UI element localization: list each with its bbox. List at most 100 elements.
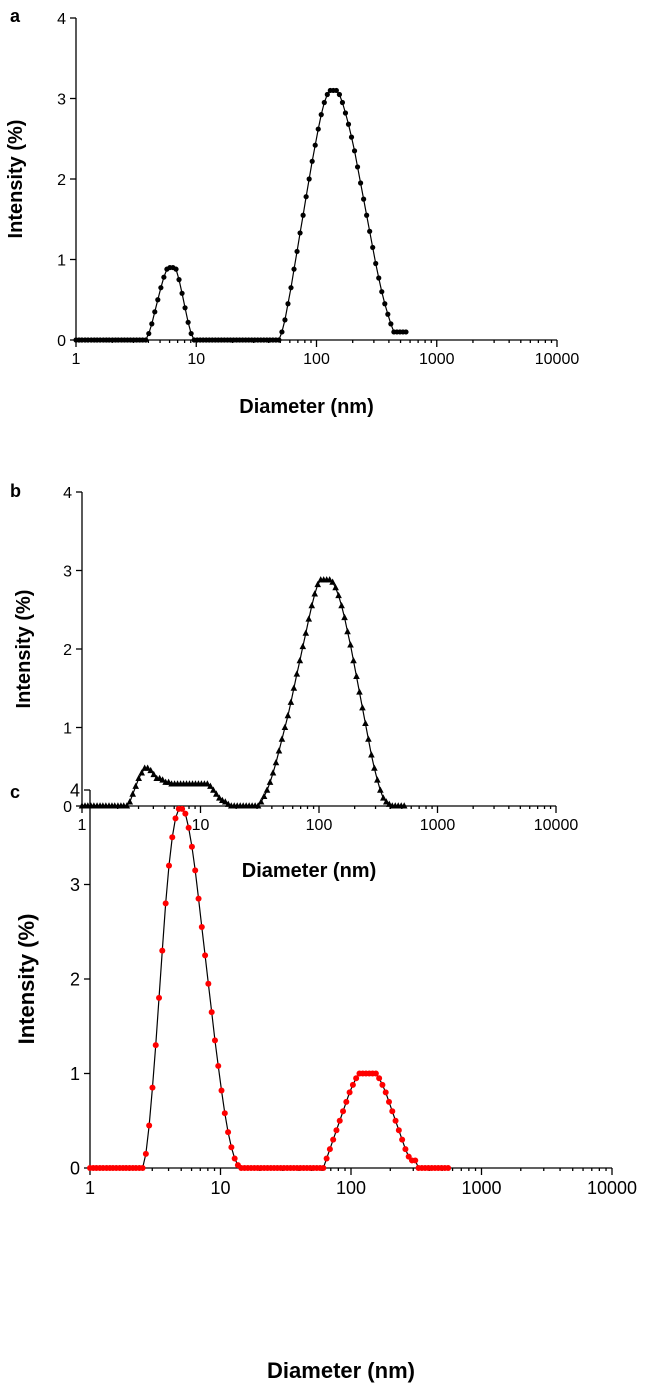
data-point xyxy=(392,1117,399,1124)
y-tick-label: 4 xyxy=(63,485,72,502)
data-point xyxy=(211,1037,218,1044)
data-point xyxy=(169,834,176,841)
x-tick-label: 10 xyxy=(210,1178,230,1198)
data-point xyxy=(311,590,319,597)
data-point xyxy=(207,782,214,789)
data-point xyxy=(306,176,312,182)
y-tick-label: 4 xyxy=(70,780,80,800)
x-tick-label: 1 xyxy=(72,351,81,368)
data-point xyxy=(269,769,277,776)
data-point xyxy=(312,142,318,148)
data-point xyxy=(123,802,131,809)
data-point xyxy=(282,317,288,323)
data-point xyxy=(225,1129,232,1136)
data-point xyxy=(152,309,158,315)
x-tick-label: 1000 xyxy=(461,1178,501,1198)
data-point xyxy=(296,656,304,664)
y-tick-label: 2 xyxy=(57,172,66,189)
data-point xyxy=(291,266,297,272)
data-point xyxy=(287,698,295,705)
data-point xyxy=(342,110,349,116)
data-point xyxy=(176,277,182,283)
data-point xyxy=(395,1127,402,1134)
data-point xyxy=(373,260,379,267)
data-point xyxy=(333,1127,340,1134)
y-tick-label: 4 xyxy=(57,11,66,28)
data-point xyxy=(278,735,286,742)
data-point xyxy=(370,244,376,251)
data-point xyxy=(279,329,285,335)
data-point xyxy=(333,87,339,94)
data-point xyxy=(309,158,315,164)
data-point xyxy=(399,1136,406,1143)
data-point xyxy=(221,1110,228,1117)
data-point xyxy=(146,1122,153,1129)
data-point xyxy=(129,790,137,797)
data-point xyxy=(257,798,265,805)
data-point xyxy=(179,290,185,296)
data-point xyxy=(336,1117,343,1124)
data-point xyxy=(188,330,194,337)
data-point xyxy=(388,321,394,327)
data-point xyxy=(368,751,375,758)
data-point xyxy=(372,1070,379,1077)
series-line xyxy=(82,579,405,807)
y-tick-label: 2 xyxy=(70,969,80,989)
series-line xyxy=(76,89,406,341)
y-tick-label: 1 xyxy=(63,720,72,737)
data-point xyxy=(213,790,220,797)
data-point xyxy=(132,782,140,789)
y-axis-title: Intensity (%) xyxy=(13,590,35,709)
data-point xyxy=(159,776,166,783)
data-point xyxy=(367,228,373,234)
data-point xyxy=(341,613,348,621)
data-point xyxy=(188,843,195,850)
data-point xyxy=(348,134,355,140)
data-point xyxy=(300,212,306,218)
data-point xyxy=(385,311,391,317)
data-point xyxy=(403,329,409,335)
x-tick-label: 100 xyxy=(336,1178,366,1198)
data-point xyxy=(402,1146,409,1153)
x-axis-title: Diameter (nm) xyxy=(242,860,376,882)
data-point xyxy=(353,1075,360,1082)
data-point xyxy=(377,786,384,793)
data-point xyxy=(182,810,189,817)
data-point xyxy=(208,1009,215,1016)
data-point xyxy=(297,230,303,236)
data-point xyxy=(346,1089,353,1096)
data-point xyxy=(351,148,358,154)
data-point xyxy=(326,576,333,583)
data-point xyxy=(338,602,345,609)
data-point xyxy=(350,656,357,664)
data-point xyxy=(445,1165,452,1171)
x-tick-label: 1 xyxy=(85,1178,95,1198)
x-tick-label: 1 xyxy=(78,817,87,834)
data-point xyxy=(379,289,385,295)
data-point xyxy=(285,301,291,307)
data-point xyxy=(218,1087,225,1094)
data-point xyxy=(357,180,364,186)
data-point xyxy=(284,711,292,719)
data-point xyxy=(294,248,300,255)
data-point xyxy=(364,212,370,218)
y-axis-title: Intensity (%) xyxy=(5,120,27,239)
data-point xyxy=(354,164,361,170)
data-point xyxy=(359,704,366,711)
data-point xyxy=(308,602,316,609)
data-point xyxy=(142,1150,149,1157)
data-point xyxy=(152,1042,159,1049)
data-point xyxy=(158,285,164,291)
data-point xyxy=(144,764,151,771)
data-point xyxy=(389,1108,396,1115)
y-tick-label: 1 xyxy=(70,1064,80,1084)
data-point xyxy=(254,802,262,809)
data-point xyxy=(275,747,283,754)
data-point xyxy=(340,1108,347,1115)
data-point xyxy=(172,815,179,822)
data-point xyxy=(149,1084,156,1091)
data-point xyxy=(156,994,163,1001)
panel-label: a xyxy=(10,6,21,26)
